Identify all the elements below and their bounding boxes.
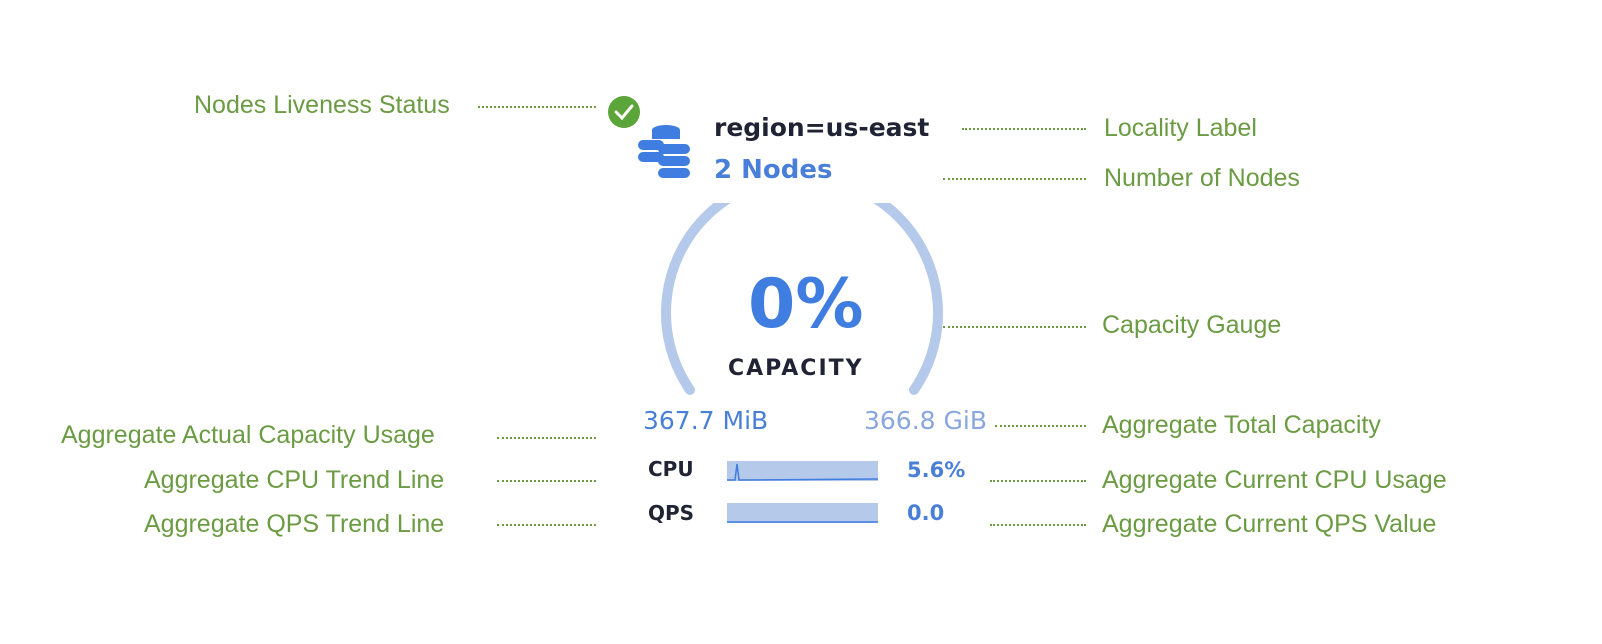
cpu-sparkline — [727, 461, 879, 481]
cpu-value: 5.6% — [907, 458, 966, 482]
annotation-liveness: Nodes Liveness Status — [194, 91, 450, 119]
leader-line — [478, 106, 596, 108]
annotation-actual-usage: Aggregate Actual Capacity Usage — [61, 421, 435, 449]
capacity-used: 367.7 MiB — [643, 406, 769, 435]
capacity-gauge-arc — [661, 203, 943, 395]
qps-value: 0.0 — [907, 501, 945, 525]
leader-line — [995, 425, 1086, 427]
annotation-total-capacity: Aggregate Total Capacity — [1102, 411, 1381, 439]
leader-line — [497, 524, 596, 526]
leader-line — [497, 437, 596, 439]
annotation-num-nodes: Number of Nodes — [1104, 164, 1300, 192]
leader-line — [943, 326, 1086, 328]
capacity-total: 366.8 GiB — [864, 406, 987, 435]
leader-line — [990, 524, 1086, 526]
cpu-label: CPU — [648, 457, 694, 481]
annotation-locality: Locality Label — [1104, 114, 1257, 142]
locality-label: region=us-east — [714, 113, 930, 142]
leader-line — [990, 480, 1086, 482]
leader-line — [962, 128, 1086, 130]
capacity-percent: 0% — [748, 265, 864, 344]
node-count: 2 Nodes — [714, 155, 833, 185]
leader-line — [943, 178, 1086, 180]
annotation-gauge: Capacity Gauge — [1102, 311, 1282, 339]
database-stack-icon — [638, 125, 690, 178]
annotation-cpu-trend: Aggregate CPU Trend Line — [144, 466, 445, 494]
capacity-label: CAPACITY — [728, 356, 864, 381]
leader-line — [497, 480, 596, 482]
qps-label: QPS — [648, 501, 695, 525]
check-circle-icon — [608, 96, 640, 128]
annotation-qps-trend: Aggregate QPS Trend Line — [144, 510, 445, 538]
annotation-qps-current: Aggregate Current QPS Value — [1102, 510, 1437, 538]
qps-sparkline — [727, 503, 878, 523]
annotation-cpu-current: Aggregate Current CPU Usage — [1102, 466, 1447, 494]
